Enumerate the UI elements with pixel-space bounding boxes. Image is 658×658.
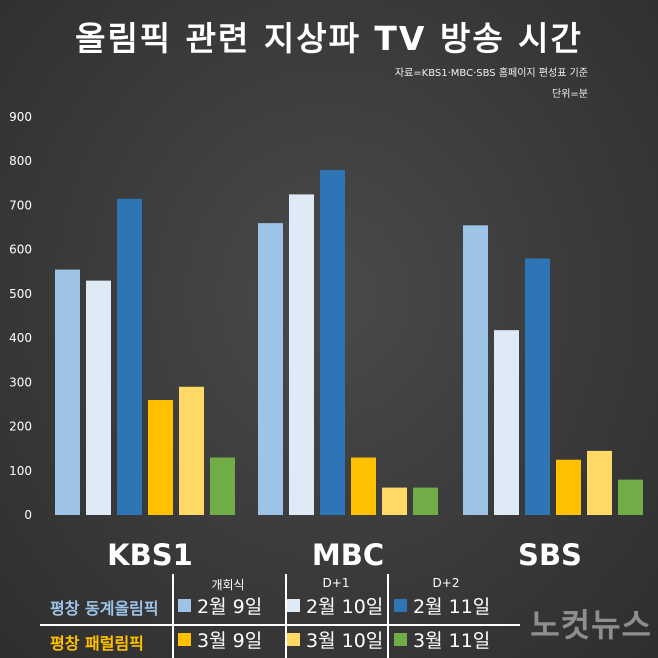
legend-divider-3 [387, 574, 389, 658]
y-tick-label-400: 400 [9, 331, 32, 345]
bar-mbc-0 [258, 223, 283, 515]
chart-title: 올림픽 관련 지상파 TV 방송 시간 [75, 19, 583, 58]
legend-text-mar9: 3월 9일 [197, 630, 263, 652]
legend-swatch-feb11 [394, 599, 407, 612]
source-note: 자료=KBS1·MBC·SBS 홈페이지 편성표 기준 [394, 68, 588, 79]
legend-row-olympics-label: 평창 동계올림픽 [50, 599, 159, 618]
legend-item-feb10: 2월 10일 [287, 592, 383, 619]
bar-mbc-2 [320, 170, 345, 516]
bar-kbs1-3 [148, 400, 173, 515]
bar-mbc-5 [413, 487, 438, 515]
bar-mbc-4 [382, 487, 407, 515]
legend-divider-row [40, 624, 520, 626]
unit-note: 단위=분 [552, 89, 588, 100]
legend-header-d1: D+1 [322, 576, 350, 590]
category-label-sbs: SBS [518, 538, 582, 572]
legend-item-feb11: 2월 11일 [394, 592, 490, 619]
bar-kbs1-4 [179, 386, 204, 515]
bars [55, 170, 643, 516]
y-tick-label-0: 0 [24, 508, 32, 522]
legend-header-opening: 개회식 [211, 578, 245, 592]
category-label-kbs1: KBS1 [107, 538, 193, 572]
category-labels: KBS1 MBC SBS [0, 538, 658, 578]
y-tick-label-500: 500 [9, 287, 32, 301]
legend-item-mar9: 3월 9일 [178, 626, 262, 653]
legend-text-feb9: 2월 9일 [197, 596, 263, 618]
legend-swatch-mar9 [178, 633, 191, 646]
bar-kbs1-5 [210, 457, 235, 515]
legend-swatch-mar11 [394, 633, 407, 646]
bar-sbs-5 [618, 479, 643, 515]
legend-swatch-feb10 [287, 599, 300, 612]
legend-swatch-feb9 [178, 599, 191, 612]
y-tick-label-800: 800 [9, 154, 32, 168]
legend-item-feb9: 2월 9일 [178, 592, 262, 619]
bar-mbc-3 [351, 457, 376, 515]
bar-sbs-0 [463, 225, 488, 515]
bar-mbc-1 [289, 194, 314, 515]
legend-swatch-mar10 [287, 633, 300, 646]
legend-text-feb10: 2월 10일 [306, 596, 384, 618]
y-tick-label-100: 100 [9, 464, 32, 478]
y-tick-label-200: 200 [9, 420, 32, 434]
y-tick-label-600: 600 [9, 243, 32, 257]
y-tick-label-700: 700 [9, 198, 32, 212]
bar-kbs1-0 [55, 269, 80, 515]
bar-sbs-1 [494, 330, 519, 515]
legend-text-mar11: 3월 11일 [413, 630, 491, 652]
legend-item-mar11: 3월 11일 [394, 626, 490, 653]
bar-kbs1-1 [86, 280, 111, 515]
legend-text-feb11: 2월 11일 [413, 596, 491, 618]
bar-chart: 0 100 200 300 400 500 600 700 800 900 [9, 110, 643, 522]
bar-kbs1-2 [117, 198, 142, 516]
bar-sbs-2 [525, 258, 550, 515]
bar-sbs-3 [556, 459, 581, 515]
y-axis: 0 100 200 300 400 500 600 700 800 900 [9, 110, 32, 522]
bar-sbs-4 [587, 450, 612, 515]
legend-header-d2: D+2 [432, 576, 460, 590]
legend-divider-2 [285, 574, 287, 658]
legend-item-mar10: 3월 10일 [287, 626, 383, 653]
legend-row-paralympics-label: 평창 패럴림픽 [50, 634, 144, 653]
y-tick-label-900: 900 [9, 110, 32, 124]
category-label-mbc: MBC [311, 538, 385, 572]
legend-divider-1 [172, 574, 174, 658]
watermark-logo: 노컷뉴스 [530, 606, 652, 644]
y-tick-label-300: 300 [9, 375, 32, 389]
legend-text-mar10: 3월 10일 [306, 630, 384, 652]
